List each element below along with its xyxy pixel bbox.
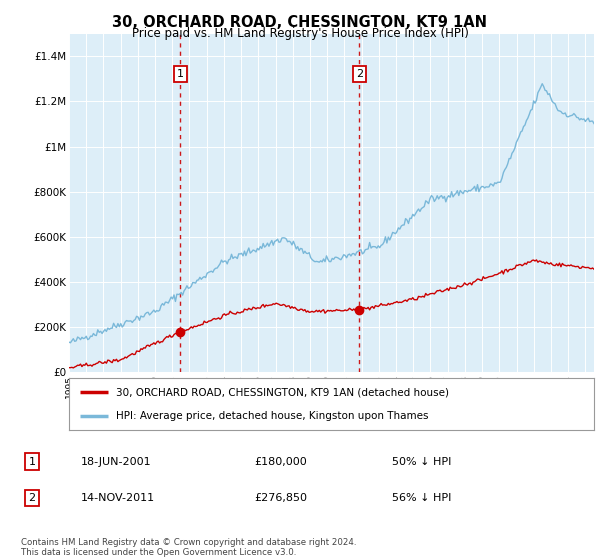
Text: 2: 2 — [29, 493, 36, 503]
Text: 30, ORCHARD ROAD, CHESSINGTON, KT9 1AN (detached house): 30, ORCHARD ROAD, CHESSINGTON, KT9 1AN (… — [116, 387, 449, 397]
Text: 18-JUN-2001: 18-JUN-2001 — [81, 457, 152, 466]
Text: £276,850: £276,850 — [254, 493, 307, 503]
Text: 56% ↓ HPI: 56% ↓ HPI — [392, 493, 452, 503]
Text: 1: 1 — [176, 69, 184, 80]
Text: 14-NOV-2011: 14-NOV-2011 — [81, 493, 155, 503]
Text: 1: 1 — [29, 457, 35, 466]
Text: Price paid vs. HM Land Registry's House Price Index (HPI): Price paid vs. HM Land Registry's House … — [131, 27, 469, 40]
Text: 30, ORCHARD ROAD, CHESSINGTON, KT9 1AN: 30, ORCHARD ROAD, CHESSINGTON, KT9 1AN — [113, 15, 487, 30]
Text: £180,000: £180,000 — [254, 457, 307, 466]
Text: Contains HM Land Registry data © Crown copyright and database right 2024.
This d: Contains HM Land Registry data © Crown c… — [21, 538, 356, 557]
Text: HPI: Average price, detached house, Kingston upon Thames: HPI: Average price, detached house, King… — [116, 411, 429, 421]
Text: 50% ↓ HPI: 50% ↓ HPI — [392, 457, 452, 466]
Text: 2: 2 — [356, 69, 363, 80]
